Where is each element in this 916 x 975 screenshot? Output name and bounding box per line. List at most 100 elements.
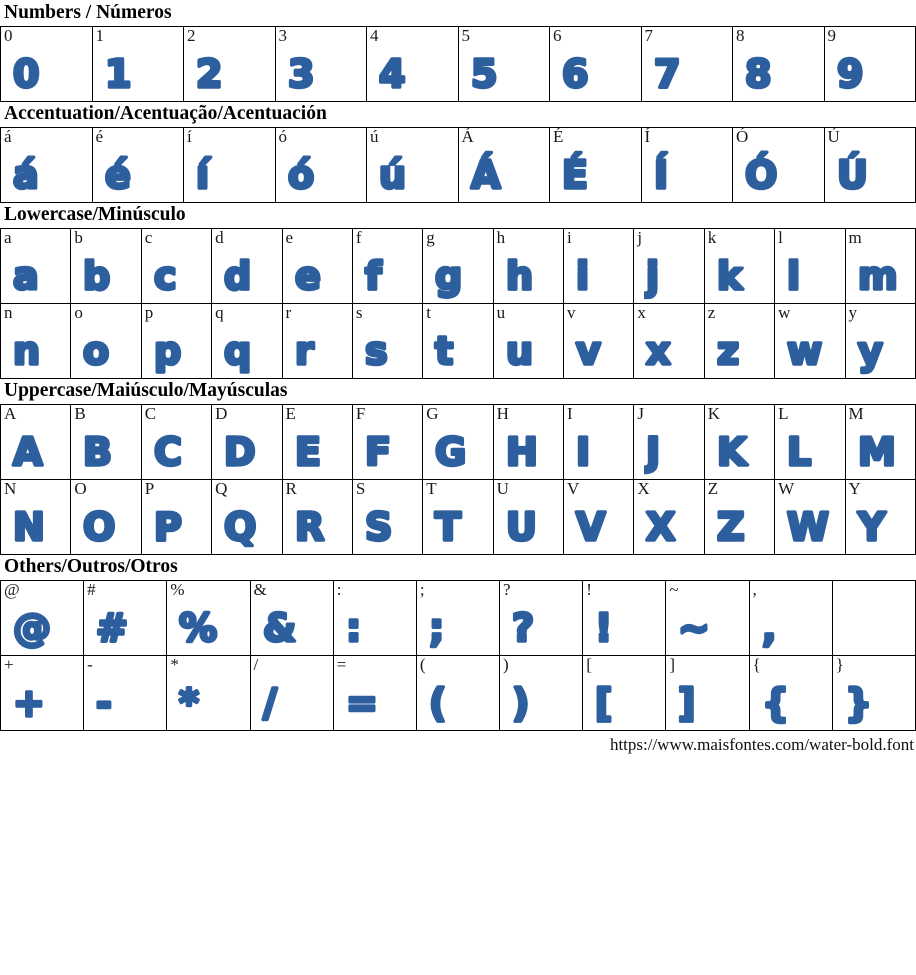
svg-text:k: k [717, 254, 743, 298]
svg-text:u: u [506, 329, 533, 373]
glyph-sample: ! [584, 604, 665, 653]
glyph-sample: & [251, 604, 332, 653]
glyph-sample: Q [213, 503, 281, 552]
source-url: https://www.maisfontes.com/water-bold.fo… [609, 735, 914, 754]
glyph-label: b [74, 228, 83, 248]
glyph-label: N [4, 479, 17, 499]
table-row: @ @ # #%% & &::;;??!! ~ ~,, [0, 580, 916, 656]
glyph-label: * [170, 655, 179, 675]
glyph-label: v [567, 303, 576, 323]
glyph-cell: ~ ~ [665, 580, 750, 656]
glyph-cell: & & [249, 580, 334, 656]
glyph-label: z [707, 303, 716, 323]
svg-text:g: g [435, 254, 462, 298]
glyph-sample: R [283, 503, 351, 552]
glyph-sample: O [72, 503, 140, 552]
svg-text:b: b [83, 254, 110, 298]
glyph-sample: ~ [667, 604, 748, 653]
svg-text:n: n [13, 329, 40, 373]
glyph-sample: ) [501, 679, 582, 728]
glyph-label: É [553, 127, 564, 147]
glyph-sample: A [2, 428, 70, 477]
svg-text:y: y [858, 329, 883, 373]
svg-text:i: i [576, 254, 589, 298]
svg-text:é: é [105, 153, 131, 197]
svg-text:T: T [435, 505, 461, 549]
svg-text:r: r [295, 329, 314, 373]
svg-text:7: 7 [654, 52, 680, 96]
glyph-sample: / [251, 679, 332, 728]
glyph-sample: C [142, 428, 210, 477]
glyph-sample: d [213, 252, 281, 301]
svg-text:V: V [576, 505, 606, 549]
svg-text:A: A [13, 430, 43, 474]
glyph-sample: n [2, 327, 70, 376]
section-title-lowercase: Lowercase/Minúsculo [4, 204, 186, 225]
glyph-sample: W [776, 503, 844, 552]
glyph-label: ú [370, 127, 379, 147]
glyph-sample: v [565, 327, 633, 376]
glyph-sample: ú [367, 151, 457, 200]
glyph-sample: T [424, 503, 492, 552]
svg-text:v: v [576, 329, 601, 373]
svg-text:Z: Z [717, 505, 745, 549]
svg-text:B: B [83, 430, 112, 474]
svg-text:Ó: Ó [745, 153, 777, 197]
svg-text:9: 9 [837, 52, 863, 96]
glyph-label: r [285, 303, 292, 323]
glyph-label: D [215, 404, 228, 424]
svg-text:w: w [787, 329, 822, 373]
svg-text:#: # [96, 606, 128, 650]
svg-text:]: ] [678, 681, 695, 725]
svg-text:6: 6 [562, 52, 588, 96]
svg-text:m: m [858, 254, 898, 298]
svg-text:Y: Y [857, 505, 886, 549]
glyph-label: n [4, 303, 13, 323]
glyph-label: M [848, 404, 864, 424]
glyph-sample: y [846, 327, 915, 376]
svg-text:J: J [644, 430, 660, 474]
svg-text:%: % [179, 606, 217, 650]
glyph-sample: i [565, 252, 633, 301]
glyph-label: ) [503, 655, 509, 675]
glyph-sample: í [184, 151, 274, 200]
glyph-label: ] [669, 655, 676, 675]
glyph-label: L [778, 404, 789, 424]
glyph-label: I [567, 404, 573, 424]
glyph-cell: ]] [665, 655, 750, 731]
glyph-label: { [752, 655, 761, 675]
glyph-sample: o [72, 327, 140, 376]
glyph-label: K [707, 404, 721, 424]
glyph-sample: m [846, 252, 915, 301]
glyph-label: l [778, 228, 783, 248]
svg-text::: : [346, 606, 361, 650]
svg-text:á: á [13, 153, 39, 197]
